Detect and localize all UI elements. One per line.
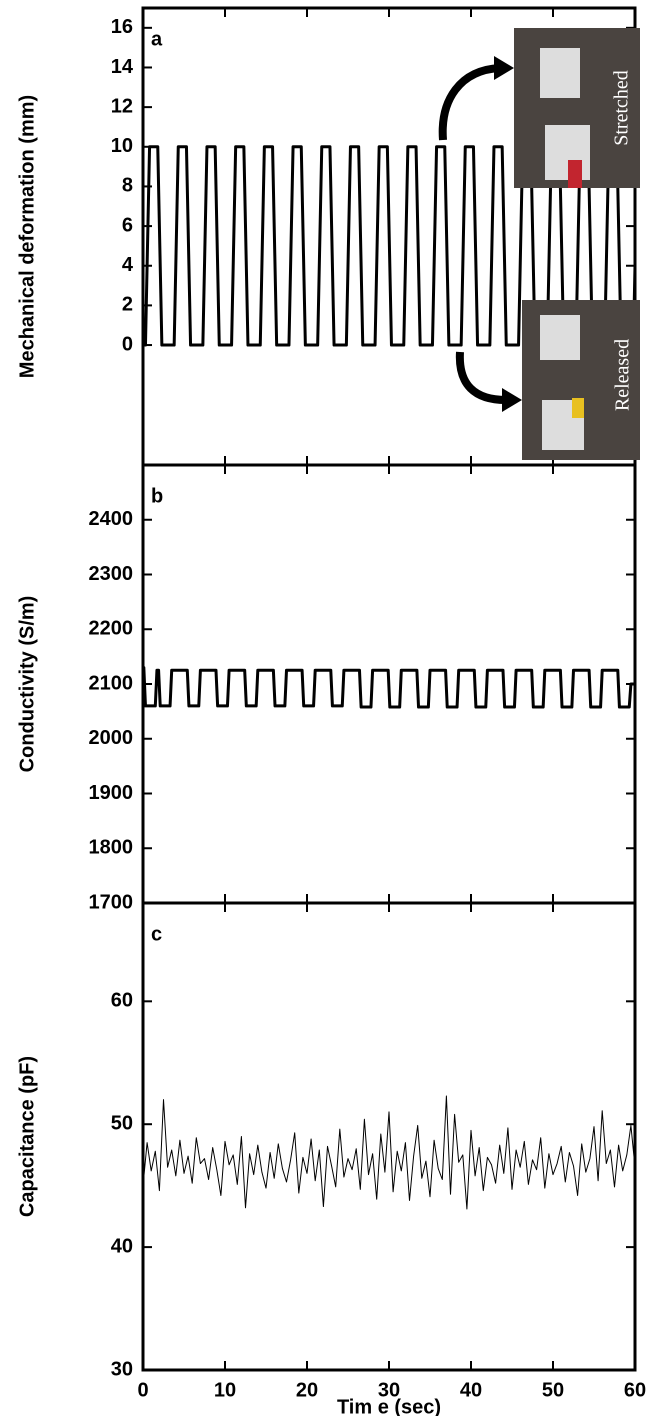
panel-label: c xyxy=(151,923,162,945)
clamp-bottom xyxy=(545,125,590,180)
x-tick-label: 20 xyxy=(296,1379,318,1401)
clamp-top xyxy=(540,48,580,98)
x-tick-label: 50 xyxy=(542,1379,564,1401)
panel: 1700 1800 1900 2000 2100 2200 2300 2400 b Conduct… xyxy=(16,465,635,913)
data-line xyxy=(143,668,635,707)
x-tick-label: 60 xyxy=(624,1379,646,1401)
y-tick-label: 10 xyxy=(111,135,133,157)
y-tick-label: 4 xyxy=(122,254,134,276)
y-tick-label: 2100 xyxy=(89,672,134,694)
arrow-head xyxy=(494,56,514,80)
x-axis-label: Tim e (sec) xyxy=(337,1396,441,1416)
y-tick-label: 30 xyxy=(111,1358,133,1380)
annotation: Released xyxy=(612,339,634,411)
clip xyxy=(572,398,584,418)
y-axis-label: Capacitance (pF) xyxy=(16,1056,38,1217)
panel-label: a xyxy=(151,28,163,50)
y-tick-label: 6 xyxy=(122,214,133,236)
clamp-top xyxy=(540,315,580,360)
y-tick-label: 2300 xyxy=(89,563,134,585)
y-tick-label: 60 xyxy=(111,990,133,1012)
y-tick-label: 8 xyxy=(122,175,133,197)
panel-label: b xyxy=(151,485,163,507)
y-tick-label: 2000 xyxy=(89,727,134,749)
y-tick-label: 1900 xyxy=(89,782,134,804)
y-tick-label: 0 xyxy=(122,333,133,355)
inset-released: Released xyxy=(460,300,640,460)
y-tick-label: 1800 xyxy=(89,837,134,859)
clip xyxy=(568,160,582,188)
y-tick-label: 16 xyxy=(111,16,133,38)
annotation: Stretched xyxy=(611,70,633,146)
arrow-head xyxy=(502,388,522,412)
y-tick-label: 2200 xyxy=(89,618,134,640)
y-tick-label: 1700 xyxy=(89,891,134,913)
inset-stretched: Stretched xyxy=(443,28,640,188)
arrow xyxy=(443,68,500,140)
plot-frame xyxy=(143,903,635,1370)
y-axis-label: Mechanical deformation (mm) xyxy=(16,95,38,378)
y-tick-label: 40 xyxy=(111,1235,133,1257)
y-axis-label: Conductivity (S/m) xyxy=(16,596,38,773)
y-tick-label: 2 xyxy=(122,294,133,316)
data-line xyxy=(143,1096,635,1209)
x-tick-label: 40 xyxy=(460,1379,482,1401)
arrow xyxy=(460,352,506,400)
x-tick-label: 10 xyxy=(214,1379,236,1401)
y-tick-label: 2400 xyxy=(89,508,134,530)
figure: 304050600102030405060cCapacitance (pF)Ti… xyxy=(0,0,657,1416)
y-tick-label: 12 xyxy=(111,95,133,117)
y-tick-label: 14 xyxy=(111,56,134,78)
x-tick-label: 0 xyxy=(137,1379,148,1401)
y-tick-label: 50 xyxy=(111,1112,133,1134)
